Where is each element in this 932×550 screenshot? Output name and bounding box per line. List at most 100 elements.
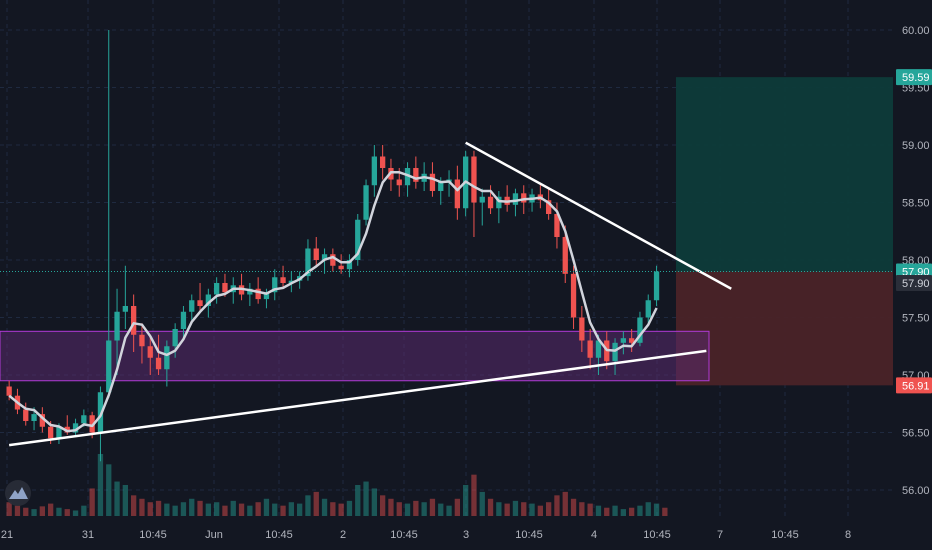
candle-body: [454, 179, 460, 209]
stop-zone: [676, 271, 893, 386]
volume-bar: [529, 503, 535, 516]
candle-body: [247, 288, 253, 295]
trendline-drawings[interactable]: [8, 141, 732, 447]
candle-body: [355, 219, 361, 260]
time-tick-label: 10:45: [265, 529, 293, 541]
volume-bar: [247, 505, 253, 516]
volume-bar: [479, 491, 485, 516]
time-tick-label: 10:45: [643, 529, 671, 541]
volume-bar: [97, 454, 104, 516]
volume-bar: [429, 498, 436, 516]
candle-body: [114, 311, 120, 341]
moving-average-line: [8, 171, 658, 433]
volume-bar: [554, 495, 560, 516]
candle-body: [155, 357, 162, 370]
candle-body: [31, 414, 37, 421]
volume-bar: [255, 502, 261, 516]
volume-bar: [604, 507, 610, 516]
volume-bar: [521, 502, 527, 516]
volume-bar: [662, 507, 668, 516]
logo-background[interactable]: [5, 480, 31, 506]
candle-body: [122, 306, 128, 312]
candle-body: [554, 214, 560, 237]
volume-bar: [454, 498, 460, 516]
volume-bar: [496, 502, 502, 516]
candle-body: [363, 185, 369, 220]
price-tick-label: 60.00: [902, 25, 930, 37]
candle-body: [512, 193, 519, 205]
candle-body: [496, 196, 502, 209]
candle-body: [106, 340, 112, 393]
volume-bar: [180, 502, 187, 516]
candle-body: [305, 248, 311, 277]
candle-body: [521, 193, 527, 203]
volume-bar: [230, 500, 236, 516]
volume-bar: [263, 498, 270, 516]
resistance-trendline[interactable]: [465, 141, 732, 290]
candle-body: [629, 338, 635, 343]
price-tick-label: 59.00: [902, 140, 930, 152]
candle-body: [587, 340, 593, 358]
time-axis[interactable]: 21 31 10:45 Jun 10:45 2 10:45 3 10:45 4 10:45 7 10:4…: [0, 521, 932, 550]
volume-bar: [562, 491, 568, 516]
volume-bar: [396, 502, 402, 516]
volume-bar: [380, 495, 386, 516]
price-tag-target: [896, 69, 932, 86]
volume-bars: [6, 454, 668, 516]
volume-bar: [131, 495, 137, 516]
volume-bar: [537, 505, 543, 516]
candle-body: [280, 277, 286, 283]
volume-bar: [114, 481, 120, 516]
volume-bar: [313, 491, 319, 516]
volume-bar: [321, 498, 328, 516]
volume-bar: [504, 503, 510, 516]
candle-body: [222, 283, 228, 293]
candle-body: [89, 415, 95, 433]
time-tick-label: 10:45: [139, 529, 167, 541]
candle-body: [48, 426, 54, 439]
target-zone: [676, 77, 893, 272]
candle-body: [380, 156, 386, 168]
volume-bar: [147, 502, 153, 516]
support-trendline[interactable]: [8, 349, 707, 447]
price-tick-label: 58.50: [902, 198, 930, 210]
volume-bar: [56, 507, 62, 516]
volume-bar: [363, 481, 369, 516]
candle-body: [404, 168, 411, 186]
candle-body: [612, 342, 618, 362]
volume-bar: [89, 488, 95, 516]
volume-bar: [139, 498, 145, 516]
volume-bar: [620, 509, 626, 516]
volume-bar: [355, 485, 361, 516]
volume-bar: [546, 502, 552, 516]
candle-body: [97, 392, 104, 433]
candle-body: [172, 329, 178, 347]
volume-bar: [122, 485, 128, 516]
candle-body: [180, 311, 187, 329]
volume-bar: [81, 505, 87, 516]
volume-bar: [446, 505, 452, 516]
price-tag-label: 56.91: [902, 380, 930, 392]
candle-body: [64, 426, 70, 433]
volume-bar: [172, 505, 178, 516]
candle-body: [139, 334, 145, 347]
tradingview-logo-icon[interactable]: [5, 480, 31, 506]
price-tag-label: 59.59: [902, 72, 930, 84]
logo-mark: [9, 487, 28, 499]
candle-body: [579, 317, 585, 341]
candle-body: [546, 200, 552, 214]
candle-body: [197, 300, 203, 306]
volume-bar: [629, 507, 635, 516]
candle-body: [189, 300, 195, 312]
volume-bar: [23, 507, 29, 516]
candle-body: [562, 237, 568, 274]
volume-bar: [39, 506, 45, 516]
volume-bar: [6, 502, 12, 516]
candle-body: [479, 196, 485, 203]
volume-bar: [197, 500, 203, 516]
time-tick-label: 4: [591, 529, 597, 541]
price-tick-label: 56.50: [902, 428, 930, 440]
volume-bar: [205, 503, 211, 516]
